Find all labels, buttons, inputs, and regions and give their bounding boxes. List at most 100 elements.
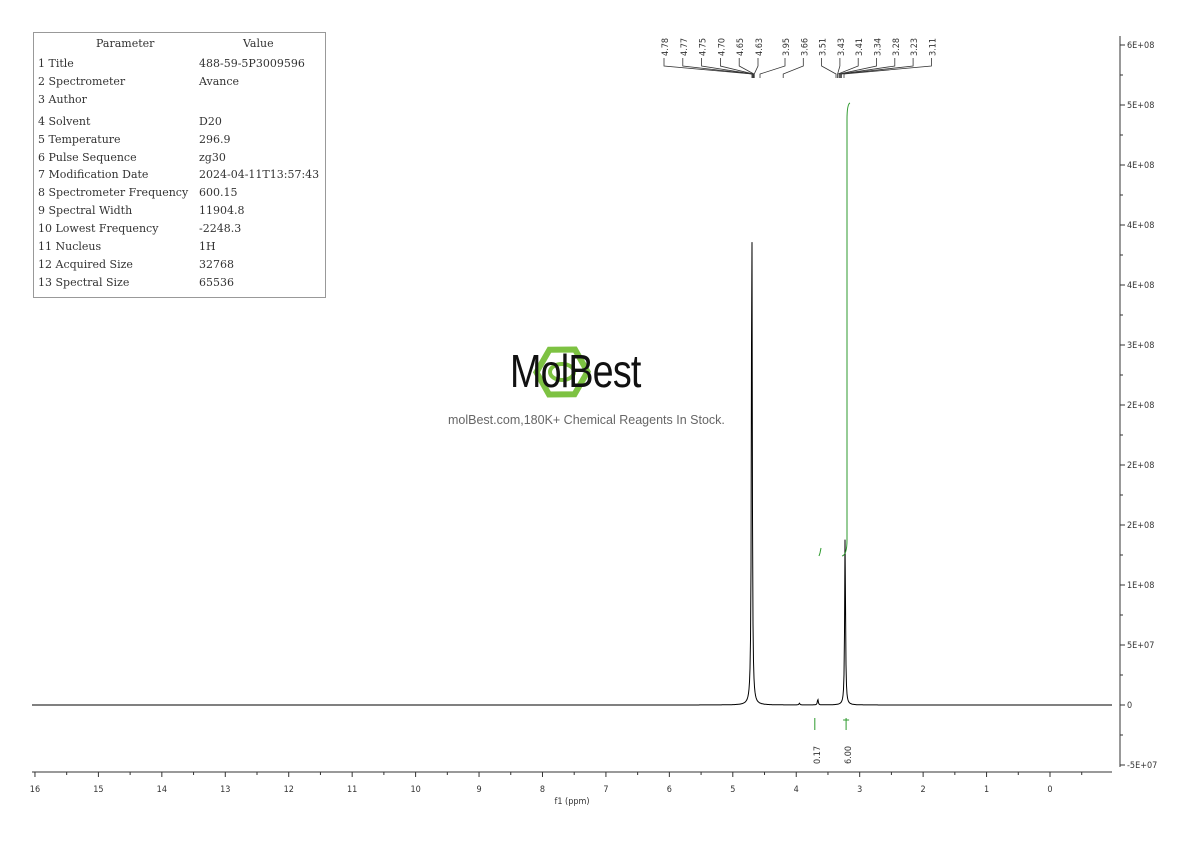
peak-label: 3.23 [910,38,920,56]
peak-label: 4.65 [736,38,746,56]
y-tick-label: 6E+08 [1127,41,1154,51]
peak-label: 4.75 [699,38,709,56]
x-tick-label: 11 [347,785,357,795]
param-value: 1H [199,240,216,253]
peak-label: 4.77 [680,38,690,56]
x-tick-label: 1 [984,785,989,795]
y-tick-label: 4E+08 [1127,161,1154,171]
peak-label: 3.66 [800,38,810,56]
header-parameter: Parameter [96,37,155,50]
param-name: 11 Nucleus [38,240,102,253]
peak-label: 3.34 [874,38,884,56]
y-tick-label: 0 [1127,701,1132,711]
peak-label-leader [821,58,837,78]
y-tick-label: 3E+08 [1127,341,1154,351]
table-row: 6 Pulse Sequence zg30 [34,149,325,166]
peak-label-leader [782,58,804,78]
param-name: 10 Lowest Frequency [38,222,159,236]
peak-label: 3.43 [837,38,847,56]
integral-value: 0.17 [813,746,823,764]
x-tick-label: 7 [603,785,608,795]
peak-label-leader [682,58,753,78]
param-name: 5 Temperature [38,132,121,146]
brand-tagline: molBest.com,180K+ Chemical Reagents In S… [448,413,725,427]
integral-curve [841,102,851,557]
x-tick-label: 2 [921,785,926,795]
peak-label: 3.51 [819,38,829,56]
param-name: 8 Spectrometer Frequency [38,186,189,200]
param-value: 296.9 [199,132,231,146]
x-tick-label: 8 [540,785,545,795]
table-header: Parameter Value [34,35,325,52]
peak-label: 3.41 [855,38,865,56]
peak-label: 4.63 [755,38,765,56]
x-tick-label: 3 [857,785,862,795]
param-name: 4 Solvent [38,114,91,128]
peak-label: 3.11 [928,38,938,56]
y-tick-label: 4E+08 [1127,281,1154,291]
x-tick-label: 16 [30,785,40,795]
y-tick-label: 5E+07 [1127,641,1154,651]
peak-label: 4.70 [717,38,727,56]
param-value: 600.15 [199,186,238,200]
x-tick-label: 13 [220,785,230,795]
y-tick-label: 1E+08 [1127,581,1154,591]
peak-label-leader [720,58,754,78]
peak-label-leader [843,58,932,78]
table-row: 12 Acquired Size 32768 [34,256,325,273]
x-tick-label: 10 [410,785,420,795]
param-value: 32768 [199,257,234,271]
table-row: 2 Spectrometer Avance [34,73,325,90]
param-name: 1 Title [38,57,74,70]
param-value: D20 [199,114,222,128]
table-row: 13 Spectral Size 65536 [34,274,325,291]
table-row: 4 Solvent D20 [34,113,325,130]
peak-label-leader [759,58,786,78]
x-tick-label: 9 [476,785,481,795]
peak-label: 4.78 [661,38,671,56]
peak-label-leader [840,58,896,78]
param-name: 6 Pulse Sequence [38,150,137,164]
spectrum-line [32,242,1112,706]
y-tick-label: 2E+08 [1127,401,1154,411]
x-tick-label: 6 [667,785,672,795]
table-row: 1 Title 488-59-5P3009596 [34,55,325,72]
x-tick-label: 15 [93,785,103,795]
table-row: 8 Spectrometer Frequency 600.15 [34,184,325,201]
param-name: 2 Spectrometer [38,74,126,88]
peak-label-leader [753,58,759,78]
y-tick-label: -5E+07 [1127,761,1157,771]
param-value: 488-59-5P3009596 [199,57,305,70]
param-name: 12 Acquired Size [38,257,133,271]
x-tick-label: 0 [1047,785,1052,795]
brand-name: MolBest [510,345,641,397]
molbest-logo-icon [532,346,592,398]
param-value: -2248.3 [199,222,242,236]
table-row: 7 Modification Date 2024-04-11T13:57:43 [34,166,325,183]
parameter-table: Parameter Value 1 Title 488-59-5P3009596 2… [33,32,326,298]
param-name: 9 Spectral Width [38,204,133,218]
param-name: 7 Modification Date [38,168,149,182]
param-name: 13 Spectral Size [38,275,130,289]
param-value: 11904.8 [199,204,245,218]
param-value: 2024-04-11T13:57:43 [199,168,320,182]
x-tick-label: 5 [730,785,735,795]
peak-label: 3.28 [892,38,902,56]
y-tick-label: 4E+08 [1127,221,1154,231]
peak-label-leader [841,58,914,78]
table-row: 9 Spectral Width 11904.8 [34,202,325,219]
x-tick-label: 4 [794,785,799,795]
peak-label: 3.95 [782,38,792,56]
table-row: 5 Temperature 296.9 [34,131,325,148]
param-value: Avance [199,74,240,88]
y-tick-label: 2E+08 [1127,521,1154,531]
table-row: 10 Lowest Frequency -2248.3 [34,220,325,237]
y-tick-label: 5E+08 [1127,101,1154,111]
param-value: zg30 [199,150,226,164]
y-tick-label: 2E+08 [1127,461,1154,471]
header-value: Value [243,37,274,50]
table-row: 11 Nucleus 1H [34,238,325,255]
x-tick-label: 12 [284,785,294,795]
peak-label-leader [839,58,877,78]
